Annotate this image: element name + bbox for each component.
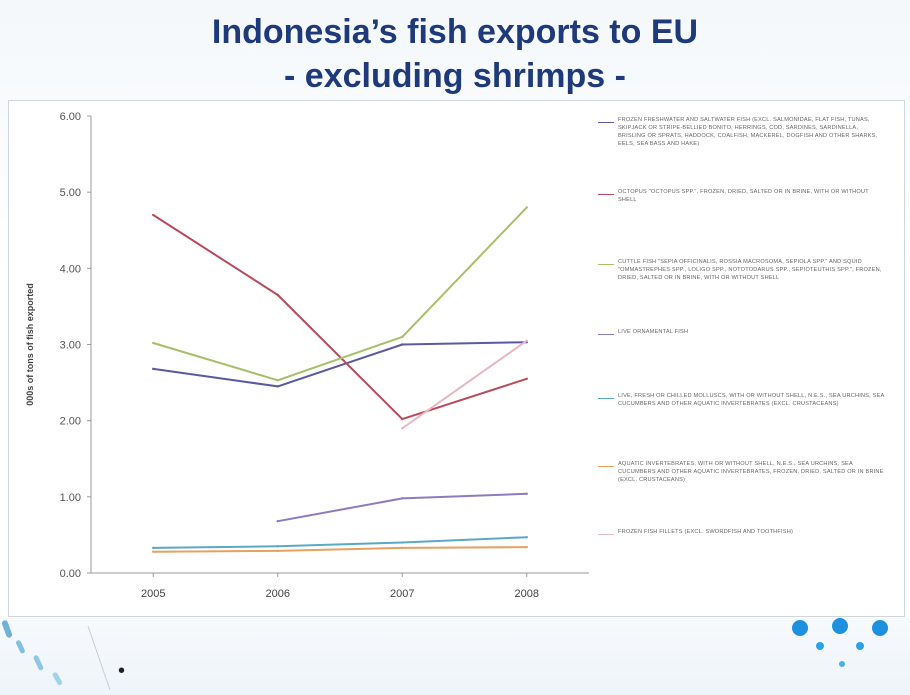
right-dots-decoration	[792, 618, 888, 667]
legend-label: AQUATIC INVERTEBRATES, WITH OR WITHOUT S…	[618, 461, 884, 483]
legend-label: FROZEN FRESHWATER AND SALTWATER FISH (EX…	[618, 117, 878, 147]
series-line-3	[153, 206, 528, 382]
y-tick-label: 2.00	[60, 416, 81, 428]
y-tick-label: 4.00	[60, 263, 81, 275]
data-point-series-5	[401, 541, 404, 544]
legend-swatch	[598, 534, 614, 535]
data-point-series-5	[276, 545, 279, 548]
legend-label: OCTOPUS "OCTOPUS SPP.", FROZEN, DRIED, S…	[618, 189, 869, 203]
slide-title: Indonesia’s fish exports to EU - excludi…	[0, 10, 910, 98]
y-tick-label: 1.00	[60, 492, 81, 504]
y-tick-label: 6.00	[60, 111, 81, 123]
series-line-5	[153, 536, 527, 549]
legend-swatch	[598, 194, 614, 195]
data-point-series-1	[276, 385, 279, 388]
data-point-series-2	[152, 213, 155, 217]
series-line-2	[152, 214, 528, 421]
data-point-series-6	[401, 546, 404, 550]
data-point-series-3	[525, 206, 528, 209]
data-point-series-2	[525, 377, 528, 380]
chart-frame: 0.00 1.00 2.00 3.00 4.00 5.00 6.00 2005 2006 2007…	[8, 100, 905, 617]
bullet-point: •	[118, 660, 126, 682]
data-point-series-5	[525, 536, 528, 539]
x-tick-label: 2006	[266, 588, 290, 600]
legend-label: FROZEN FISH FILLETS (EXCL. SWORDFISH AND…	[618, 529, 794, 535]
line-chart: 0.00 1.00 2.00 3.00 4.00 5.00 6.00 2005 2006 2007…	[25, 111, 589, 600]
x-tick-label: 2007	[390, 588, 414, 600]
series-line-6	[153, 546, 527, 553]
data-point-series-6	[276, 549, 279, 553]
data-point-series-1	[401, 343, 404, 346]
series-line-7	[401, 339, 528, 430]
legend-swatch	[598, 264, 614, 265]
data-point-series-2	[401, 417, 404, 421]
y-tick-label: 5.00	[60, 187, 81, 199]
series-line-1	[153, 341, 527, 388]
data-point-series-2	[276, 293, 279, 297]
legend-swatch	[598, 398, 614, 399]
data-point-series-4	[276, 520, 279, 523]
data-point-series-3	[276, 379, 279, 382]
data-point-series-6	[525, 545, 528, 549]
bottom-decoration-band	[0, 618, 910, 695]
title-line-2: - excluding shrimps -	[284, 57, 626, 95]
y-tick-label: 0.00	[60, 568, 81, 580]
data-point-series-4	[525, 492, 528, 495]
title-line-1: Indonesia’s fish exports to EU	[211, 13, 699, 51]
data-point-series-6	[152, 550, 155, 553]
data-point-series-5	[152, 546, 155, 550]
data-point-series-4	[401, 497, 404, 500]
data-point-series-1	[152, 367, 155, 371]
data-point-series-3	[152, 341, 155, 345]
legend-label: CUTTLE FISH "SEPIA OFFICINALIS, ROSSIA M…	[618, 259, 882, 281]
data-point-series-7	[401, 427, 404, 430]
chart-legend: FROZEN FRESHWATER AND SALTWATER FISH (EX…	[598, 116, 888, 596]
x-tick-label: 2005	[141, 588, 165, 600]
data-point-series-3	[401, 335, 404, 339]
y-axis-title: 000s of tons of fish exported	[25, 283, 35, 406]
left-streaks-decoration	[1, 620, 111, 691]
legend-swatch	[598, 122, 614, 123]
legend-swatch	[598, 334, 614, 335]
data-point-series-7	[525, 339, 528, 342]
y-tick-label: 3.00	[60, 340, 81, 352]
legend-swatch	[598, 466, 614, 467]
legend-label: LIVE, FRESH OR CHILLED MOLLUSCS, WITH OR…	[618, 393, 885, 407]
legend-label: LIVE ORNAMENTAL FISH	[618, 329, 689, 335]
x-tick-label: 2008	[515, 588, 539, 600]
